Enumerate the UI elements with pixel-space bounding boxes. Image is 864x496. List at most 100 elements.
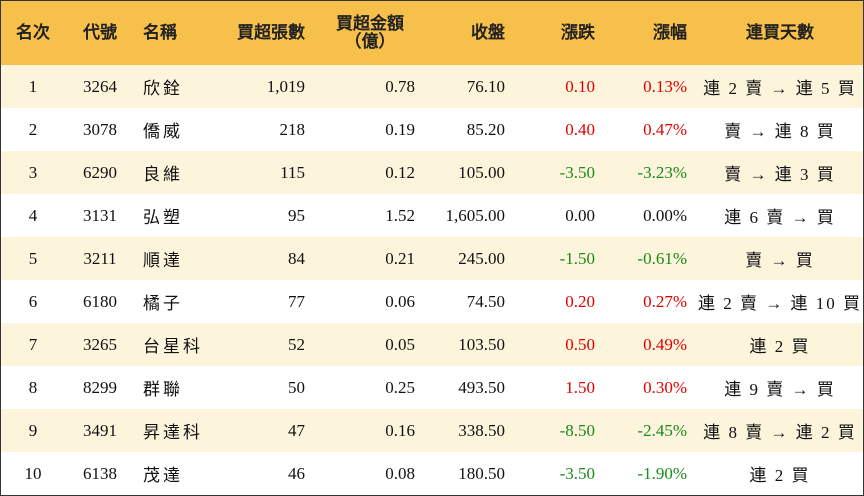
cell-change: 0.40 <box>565 119 595 139</box>
cell-close: 105.00 <box>458 162 505 182</box>
cell-change: -8.50 <box>559 420 595 440</box>
cell-streak: 連 2 賣 → 連 5 買 <box>703 79 857 98</box>
cell-name: 僑威 <box>143 122 183 141</box>
table-row: 3 6290 良維 115 0.12 105.00 -3.50 -3.23% 賣… <box>1 151 863 194</box>
cell-change-pct: -2.45% <box>637 420 687 440</box>
table-row: 6 6180 橘子 77 0.06 74.50 0.20 0.27% 連 2 賣… <box>1 280 863 323</box>
cell-name: 欣銓 <box>143 79 183 98</box>
cell-streak: 連 2 買 <box>749 337 811 356</box>
cell-close: 338.50 <box>458 420 505 440</box>
cell-net-buy-amount: 0.78 <box>385 76 415 96</box>
cell-change: 0.10 <box>565 76 595 96</box>
table-row: 2 3078 僑威 218 0.19 85.20 0.40 0.47% 賣 → … <box>1 108 863 151</box>
table-row: 5 3211 順達 84 0.21 245.00 -1.50 -0.61% 賣 … <box>1 237 863 280</box>
cell-close: 245.00 <box>458 248 505 268</box>
cell-code: 6138 <box>83 463 117 483</box>
cell-change-pct: -3.23% <box>637 162 687 182</box>
cell-code: 3491 <box>83 420 117 440</box>
cell-change: 0.20 <box>565 291 595 311</box>
table-row: 4 3131 弘塑 95 1.52 1,605.00 0.00 0.00% 連 … <box>1 194 863 237</box>
cell-net-buy-amount: 0.25 <box>385 377 415 397</box>
cell-net-buy-lots: 1,019 <box>266 76 305 96</box>
cell-net-buy-lots: 50 <box>288 377 305 397</box>
cell-code: 6290 <box>83 162 117 182</box>
cell-name: 台星科 <box>143 337 203 356</box>
cell-close: 76.10 <box>466 76 505 96</box>
cell-name: 茂達 <box>143 466 183 485</box>
cell-net-buy-amount: 0.05 <box>385 334 415 354</box>
cell-streak: 連 2 賣 → 連 10 買 <box>698 294 862 313</box>
cell-name: 群聯 <box>143 380 183 399</box>
cell-rank: 3 <box>28 162 38 182</box>
header-close: 收盤 <box>471 23 505 42</box>
cell-name: 順達 <box>143 251 183 270</box>
header-net-buy-lots: 買超張數 <box>237 23 305 42</box>
cell-change: -1.50 <box>559 248 595 268</box>
cell-streak: 連 8 賣 → 連 2 買 <box>703 423 857 442</box>
cell-net-buy-lots: 218 <box>279 119 306 139</box>
cell-rank: 4 <box>28 205 38 225</box>
cell-net-buy-amount: 1.52 <box>385 205 415 225</box>
cell-net-buy-amount: 0.06 <box>385 291 415 311</box>
cell-code: 3131 <box>83 205 117 225</box>
cell-streak: 連 9 賣 → 買 <box>724 380 836 399</box>
cell-net-buy-amount: 0.16 <box>385 420 415 440</box>
header-net-buy-amount: 買超金額 （億） <box>315 1 425 65</box>
header-net-buy-amount-line1: 買超金額 <box>336 14 404 33</box>
cell-net-buy-lots: 46 <box>288 463 305 483</box>
cell-change-pct: 0.49% <box>643 334 687 354</box>
table-row: 10 6138 茂達 46 0.08 180.50 -3.50 -1.90% 連… <box>1 452 863 495</box>
cell-rank: 1 <box>28 76 38 96</box>
header-change: 漲跌 <box>561 23 595 42</box>
cell-close: 1,605.00 <box>445 205 506 225</box>
cell-code: 3078 <box>83 119 117 139</box>
cell-rank: 9 <box>28 420 38 440</box>
cell-rank: 7 <box>28 334 38 354</box>
cell-rank: 6 <box>28 291 38 311</box>
cell-net-buy-lots: 77 <box>288 291 305 311</box>
cell-net-buy-amount: 0.21 <box>385 248 415 268</box>
header-change-pct: 漲幅 <box>653 23 687 42</box>
cell-rank: 8 <box>28 377 38 397</box>
cell-streak: 賣 → 連 3 買 <box>724 165 836 184</box>
cell-change-pct: 0.13% <box>643 76 687 96</box>
cell-name: 良維 <box>143 165 183 184</box>
header-code: 代號 <box>83 23 117 42</box>
cell-net-buy-amount: 0.19 <box>385 119 415 139</box>
cell-change-pct: 0.47% <box>643 119 687 139</box>
cell-streak: 連 6 賣 → 買 <box>724 208 836 227</box>
cell-streak: 賣 → 買 <box>745 251 815 270</box>
header-rank: 名次 <box>16 23 50 42</box>
cell-code: 3264 <box>83 76 117 96</box>
cell-close: 85.20 <box>466 119 505 139</box>
cell-net-buy-lots: 47 <box>288 420 305 440</box>
cell-net-buy-lots: 84 <box>288 248 305 268</box>
cell-net-buy-amount: 0.08 <box>385 463 415 483</box>
cell-change-pct: 0.27% <box>643 291 687 311</box>
cell-close: 103.50 <box>458 334 505 354</box>
table-body: 1 3264 欣銓 1,019 0.78 76.10 0.10 0.13% 連 … <box>1 65 863 495</box>
cell-net-buy-amount: 0.12 <box>385 162 415 182</box>
cell-change-pct: -1.90% <box>637 463 687 483</box>
cell-change: 1.50 <box>565 377 595 397</box>
header-streak: 連買天數 <box>746 23 814 42</box>
table-row: 9 3491 昇達科 47 0.16 338.50 -8.50 -2.45% 連… <box>1 409 863 452</box>
cell-close: 74.50 <box>466 291 505 311</box>
cell-change: 0.00 <box>565 205 595 225</box>
cell-change-pct: 0.30% <box>643 377 687 397</box>
cell-code: 8299 <box>83 377 117 397</box>
cell-streak: 賣 → 連 8 買 <box>724 122 836 141</box>
cell-code: 3211 <box>83 248 117 268</box>
cell-change-pct: -0.61% <box>637 248 687 268</box>
header-name: 名稱 <box>143 23 177 42</box>
cell-streak: 連 2 買 <box>749 466 811 485</box>
cell-code: 6180 <box>83 291 117 311</box>
table-row: 1 3264 欣銓 1,019 0.78 76.10 0.10 0.13% 連 … <box>1 65 863 108</box>
cell-code: 3265 <box>83 334 117 354</box>
cell-change: -3.50 <box>559 162 595 182</box>
cell-change-pct: 0.00% <box>643 205 687 225</box>
table-row: 8 8299 群聯 50 0.25 493.50 1.50 0.30% 連 9 … <box>1 366 863 409</box>
cell-net-buy-lots: 115 <box>280 162 305 182</box>
